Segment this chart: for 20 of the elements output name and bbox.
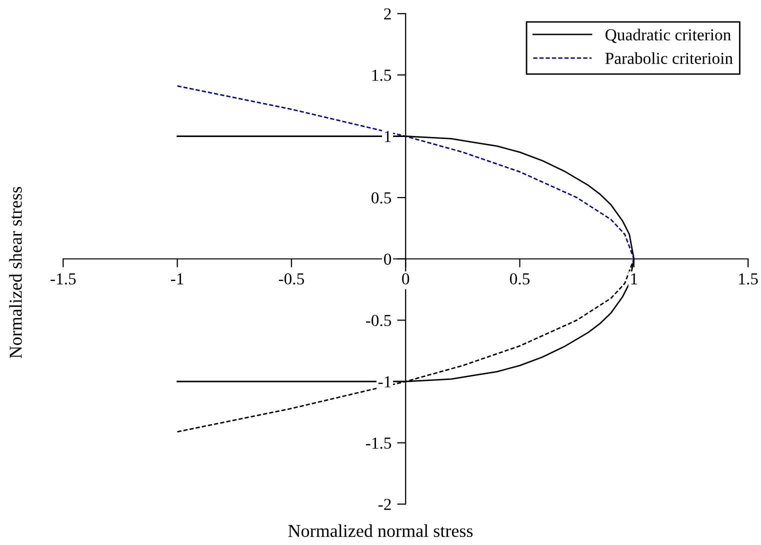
y-tick-label: 0 <box>384 254 392 265</box>
x-tick-label: -0.5 <box>278 273 304 285</box>
y-tick-label: -1.5 <box>366 438 392 449</box>
x-tick-label: -1.5 <box>50 273 76 285</box>
y-tick-label: 1.5 <box>372 70 392 81</box>
y-tick-label: -0.5 <box>366 314 392 326</box>
x-tick-label: 0 <box>402 273 410 284</box>
x-tick-label: 1.5 <box>739 273 758 285</box>
y-axis-title: Normalized shear stress <box>9 186 22 358</box>
legend-label: Quadratic criterion <box>606 28 731 43</box>
x-tick-label: 0.5 <box>510 273 530 285</box>
x-tick-label: 1 <box>631 273 638 284</box>
y-tick-label: -1 <box>378 376 391 388</box>
legend-label: Parabolic criterioin <box>605 52 733 64</box>
x-tick-label: -1 <box>170 273 184 284</box>
y-tick-label: 2 <box>384 8 391 20</box>
y-tick-label: -2 <box>378 498 391 510</box>
y-tick-label: 0.5 <box>372 192 392 204</box>
x-axis-title: Normalized normal stress <box>288 524 473 538</box>
y-tick-label: 1 <box>384 131 391 142</box>
